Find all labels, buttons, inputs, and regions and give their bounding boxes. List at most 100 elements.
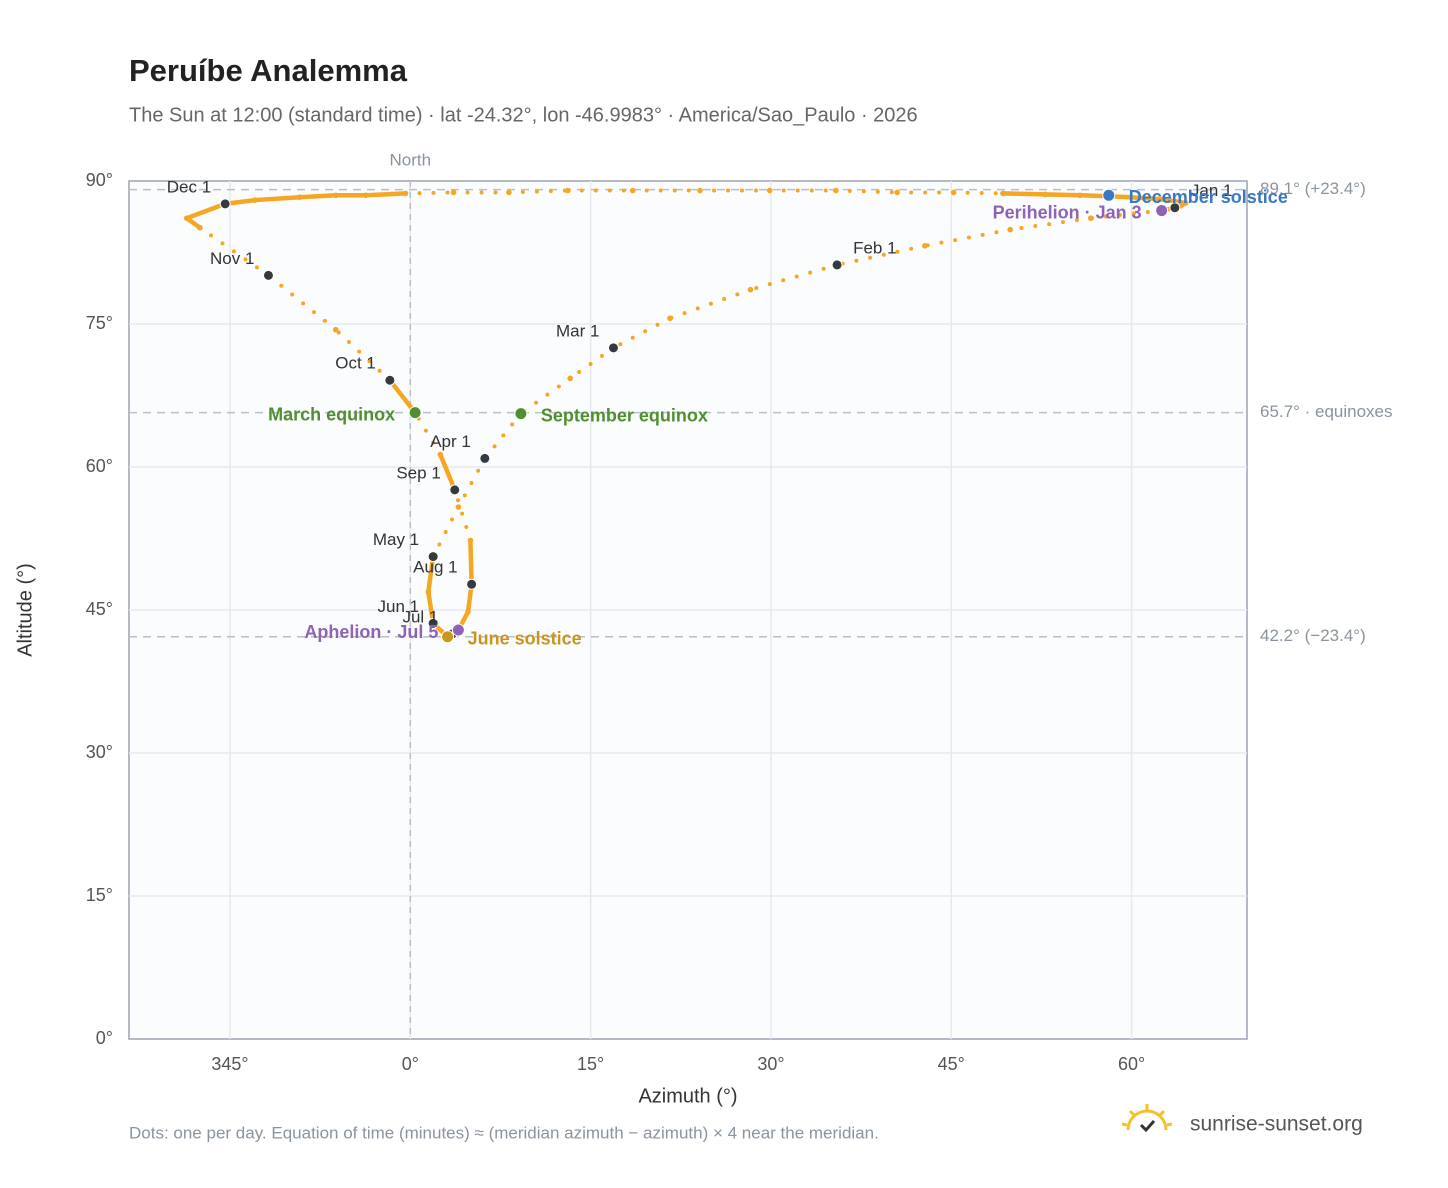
month-label: Apr 1 bbox=[430, 432, 471, 451]
analemma-link bbox=[184, 201, 228, 221]
event-label: Aphelion · Jul 5 bbox=[304, 622, 438, 642]
month-label: Feb 1 bbox=[853, 238, 896, 257]
sun-dot bbox=[1182, 200, 1189, 206]
sun-dot bbox=[747, 286, 754, 293]
y-tick-label: 0° bbox=[96, 1028, 113, 1048]
month-marker bbox=[607, 342, 619, 354]
analemma-link bbox=[1008, 216, 1093, 232]
month-label: Sep 1 bbox=[396, 463, 440, 482]
y-tick-label: 45° bbox=[86, 599, 113, 619]
event-marker bbox=[408, 406, 422, 420]
sun-dot bbox=[697, 187, 703, 194]
sun-dot bbox=[1007, 226, 1013, 233]
x-axis-label: Azimuth (°) bbox=[638, 1085, 737, 1107]
sun-dot bbox=[894, 189, 900, 196]
month-marker bbox=[1169, 202, 1181, 214]
month-marker bbox=[449, 484, 461, 496]
sun-dot bbox=[465, 609, 471, 615]
sun-dot bbox=[402, 190, 409, 197]
y-tick-label: 75° bbox=[86, 313, 113, 333]
event-label: September equinox bbox=[541, 405, 708, 425]
analemma-link bbox=[506, 188, 570, 195]
sun-dot bbox=[332, 192, 339, 199]
sun-dot bbox=[1000, 190, 1006, 197]
sun-dot bbox=[425, 589, 432, 595]
y-tick-label: 30° bbox=[86, 742, 113, 762]
analemma-link bbox=[387, 377, 418, 415]
event-marker bbox=[1155, 204, 1169, 218]
analemma-link bbox=[333, 327, 392, 383]
sun-dot bbox=[455, 504, 462, 510]
sun-dot bbox=[296, 194, 303, 201]
event-label: December solstice bbox=[1129, 187, 1288, 207]
month-marker bbox=[427, 551, 439, 563]
analemma-link bbox=[438, 452, 458, 493]
x-tick-label: 45° bbox=[938, 1054, 965, 1074]
event-label: March equinox bbox=[268, 404, 395, 424]
month-marker bbox=[262, 269, 274, 281]
analemma-link bbox=[252, 194, 302, 203]
sun-dot bbox=[183, 215, 190, 221]
sun-dot bbox=[252, 197, 259, 203]
event-marker bbox=[451, 623, 465, 637]
event-label: Perihelion · Jan 3 bbox=[993, 202, 1142, 222]
sun-dot bbox=[506, 189, 512, 196]
analemma-link bbox=[748, 262, 840, 292]
analemma-link bbox=[1158, 196, 1188, 206]
month-marker bbox=[466, 578, 478, 590]
analemma-link bbox=[266, 273, 338, 332]
x-tick-label: 0° bbox=[402, 1054, 419, 1074]
analemma-link bbox=[468, 538, 474, 587]
chart-title: Peruíbe Analemma bbox=[129, 53, 408, 88]
month-label: Jul 1 bbox=[402, 607, 438, 626]
analemma-link bbox=[456, 456, 487, 510]
x-tick-label: 30° bbox=[757, 1054, 784, 1074]
analemma-link bbox=[951, 190, 1005, 196]
sun-dot bbox=[197, 224, 203, 231]
sun-dot bbox=[467, 537, 474, 544]
sun-dot bbox=[766, 187, 773, 194]
chart-subtitle: The Sun at 12:00 (standard time) · lat -… bbox=[129, 104, 918, 126]
analemma-link bbox=[568, 345, 616, 381]
sun-dot bbox=[950, 189, 957, 196]
month-marker bbox=[479, 452, 491, 464]
month-label: Dec 1 bbox=[167, 177, 211, 196]
event-marker bbox=[514, 407, 528, 421]
analemma-link bbox=[482, 411, 523, 461]
month-label: Mar 1 bbox=[556, 321, 599, 340]
month-label: Nov 1 bbox=[210, 249, 254, 268]
analemma-link bbox=[363, 191, 408, 198]
analemma-link bbox=[431, 505, 461, 559]
sun-dot bbox=[1157, 196, 1164, 202]
reference-label: 89.1° (+23.4°) bbox=[1260, 179, 1366, 198]
month-marker bbox=[384, 374, 396, 386]
month-marker bbox=[427, 617, 439, 629]
sun-dot bbox=[567, 375, 573, 382]
y-tick-label: 15° bbox=[86, 885, 113, 905]
analemma-link bbox=[1128, 194, 1163, 202]
analemma-link bbox=[1000, 191, 1048, 197]
footnote: Dots: one per day. Equation of time (min… bbox=[129, 1123, 879, 1142]
sun-dot bbox=[363, 192, 369, 199]
month-marker bbox=[219, 198, 231, 210]
sun-dot bbox=[450, 189, 457, 196]
analemma-link bbox=[403, 190, 456, 196]
x-tick-label: 15° bbox=[577, 1054, 604, 1074]
month-label: Oct 1 bbox=[335, 354, 376, 373]
analemma-link bbox=[452, 487, 473, 543]
sun-dot bbox=[1087, 215, 1094, 221]
analemma-link bbox=[835, 243, 927, 267]
brand: sunrise-sunset.org bbox=[1190, 1113, 1363, 1136]
x-tick-label: 345° bbox=[211, 1054, 248, 1074]
month-label: May 1 bbox=[373, 530, 419, 549]
month-label: Jan 1 bbox=[1191, 181, 1233, 200]
month-label: Jun 1 bbox=[378, 597, 420, 616]
month-label: Aug 1 bbox=[413, 558, 457, 577]
y-tick-label: 90° bbox=[86, 170, 113, 190]
analemma-link bbox=[426, 554, 436, 595]
analemma-link bbox=[1042, 192, 1083, 198]
sun-dot bbox=[833, 187, 839, 194]
sun-dot bbox=[437, 451, 444, 458]
logo bbox=[1121, 1104, 1173, 1133]
